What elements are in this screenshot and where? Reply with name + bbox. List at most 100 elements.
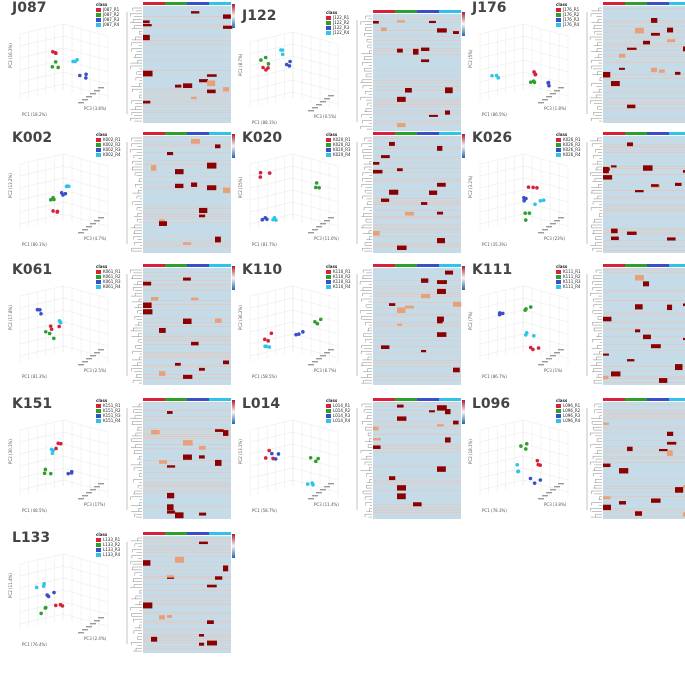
heatmap-cell-block xyxy=(183,318,192,325)
legend-swatch xyxy=(96,152,101,157)
heatmap-cell-block xyxy=(429,190,438,195)
legend-label: K002_R4 xyxy=(103,152,121,157)
legend-item: L096_R3 xyxy=(556,413,580,418)
heatmap-cell-block xyxy=(603,175,613,180)
pca-point xyxy=(526,185,531,189)
heatmap-cell-block xyxy=(635,27,644,34)
pca-point xyxy=(500,311,505,316)
pca-point xyxy=(75,58,79,62)
pc2-axis-label: PC2 (8.7%) xyxy=(238,53,243,76)
pca-point xyxy=(58,320,63,325)
row-dendrogram xyxy=(586,269,602,384)
heatmap-cell-block xyxy=(143,34,150,41)
heatmap-cell-block xyxy=(397,323,403,326)
pca-3d-plot: PC1 (88.1%) PC2 (8.7%) PC3 (0.5%) xyxy=(238,31,339,125)
heatmap-cell-block xyxy=(667,27,674,33)
legend: class L014_R1 L014_R2 L014_R3 L014_R4 xyxy=(326,398,350,423)
pca-axis-ticks xyxy=(78,217,104,234)
legend-item: L014_R1 xyxy=(326,403,350,408)
heatmap-cell-block xyxy=(603,71,611,78)
heatmap-cell-block xyxy=(397,245,407,251)
column-annotation-bar xyxy=(439,264,461,267)
legend-label: L014_R3 xyxy=(333,413,351,418)
panel-k002: K002 PC1 (80.1%) PC2 (13.2%) PC3 (4.7%) clas… xyxy=(8,130,235,257)
heatmap-cell-block xyxy=(405,305,414,309)
heatmap-cell-block xyxy=(167,465,176,468)
heatmap-cell-block xyxy=(635,329,641,333)
heatmap xyxy=(586,264,685,385)
pca-point xyxy=(52,336,56,341)
legend-item: J087_R2 xyxy=(96,12,119,17)
legend-label: K020_R2 xyxy=(333,142,351,147)
legend: class K151_R1 K151_R2 K151_R3 K151_R4 xyxy=(96,398,121,423)
column-annotation-bar xyxy=(603,264,625,267)
heatmap-cell-block xyxy=(429,114,438,117)
heatmap-cell-block xyxy=(643,334,651,340)
legend-swatch xyxy=(326,25,331,30)
heatmap-cell-block xyxy=(151,296,159,301)
heatmap-cell-block xyxy=(207,89,216,94)
legend: class J176_R1 J176_R2 J176_R3 J176_R4 xyxy=(556,2,579,27)
heatmap-cell-block xyxy=(397,404,404,408)
heatmap-cell-block xyxy=(373,437,381,441)
legend: class L096_R1 L096_R2 L096_R3 L096_R4 xyxy=(556,398,580,423)
pca-point xyxy=(519,444,523,448)
pca-point xyxy=(45,593,49,597)
legend-swatch xyxy=(556,142,561,147)
legend-item: K002_R4 xyxy=(96,152,121,157)
column-annotation-bar xyxy=(143,264,165,267)
heatmap-cell-block xyxy=(651,18,658,23)
heatmap-body xyxy=(603,268,685,385)
legend-title: class xyxy=(96,132,108,137)
legend-item: L014_R3 xyxy=(326,413,350,418)
pca-point xyxy=(267,448,271,453)
legend-item: K151_R1 xyxy=(96,403,121,408)
heatmap-cell-block xyxy=(199,79,209,83)
pc3-axis-label: PC3 (3.8%) xyxy=(544,502,567,507)
pca-point xyxy=(496,76,501,80)
legend-label: K002_R2 xyxy=(103,142,121,147)
pca-point xyxy=(524,307,528,311)
heatmap-cell-block xyxy=(373,169,383,174)
pca-grid xyxy=(19,553,109,632)
pca-axis-ticks xyxy=(538,87,564,104)
heatmap-cell-block xyxy=(389,476,396,481)
pca-point xyxy=(541,198,546,203)
heatmap-cell-block xyxy=(413,502,422,507)
legend: class K002_R1 K002_R2 K002_R3 K002_R4 xyxy=(96,132,121,157)
pca-axis-ticks xyxy=(308,95,334,112)
pca-point xyxy=(48,471,53,476)
heatmap-cell-block xyxy=(223,430,229,436)
pca-point xyxy=(528,305,533,309)
pc1-axis-label: PC1 (81.7%) xyxy=(252,242,277,247)
heatmap-cell-block xyxy=(643,281,650,287)
color-scale-bar xyxy=(232,134,235,158)
pca-point xyxy=(51,195,55,200)
heatmap-cell-block xyxy=(207,80,216,87)
legend-title: class xyxy=(326,10,338,15)
pca-point xyxy=(528,80,533,84)
pc3-axis-label: PC3 (3.8%) xyxy=(84,106,107,111)
heatmap-cell-block xyxy=(373,20,379,24)
legend-item: K026_R2 xyxy=(556,142,581,147)
heatmap-cell-block xyxy=(603,422,609,425)
legend-swatch xyxy=(556,279,561,284)
row-dendrogram xyxy=(126,137,142,252)
heatmap-cell-block xyxy=(651,32,660,36)
pca-axis-ticks xyxy=(538,349,564,366)
pc1-axis-label: PC1 (78.3%) xyxy=(482,508,507,513)
pca-axis-ticks xyxy=(308,217,334,234)
heatmap-cell-block xyxy=(437,288,446,294)
legend-item: K151_R3 xyxy=(96,413,121,418)
heatmap-cell-block xyxy=(199,455,205,459)
legend-title: class xyxy=(326,264,338,269)
heatmap-cell-block xyxy=(373,445,381,449)
pc3-axis-label: PC3 (11.6%) xyxy=(314,236,339,241)
pca-point xyxy=(266,339,270,343)
legend-label: K151_R1 xyxy=(103,403,121,408)
legend-label: K151_R2 xyxy=(103,408,121,413)
heatmap-cell-block xyxy=(667,441,677,445)
legend-title: class xyxy=(556,264,568,269)
pc3-axis-label: PC3 (1%) xyxy=(544,368,563,373)
heatmap-cell-block xyxy=(223,360,230,365)
